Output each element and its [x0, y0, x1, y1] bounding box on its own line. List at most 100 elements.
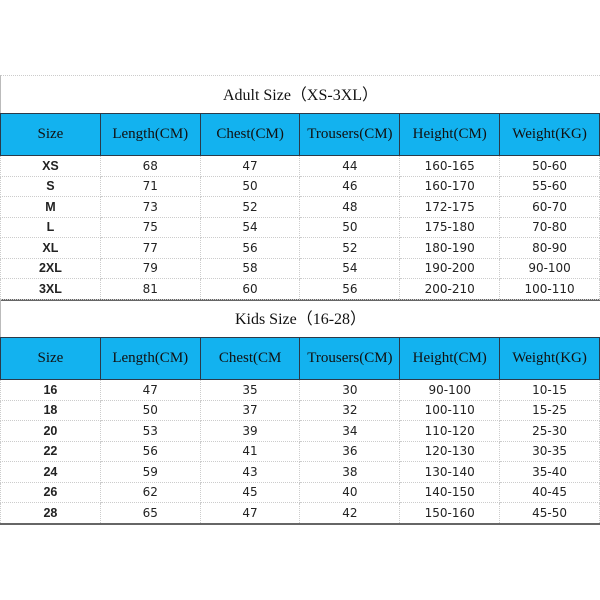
size-cell: 2XL — [0, 257, 101, 279]
size-cell: 22 — [0, 440, 101, 462]
column-header: Weight(KG) — [499, 337, 600, 380]
value-cell: 32 — [299, 399, 401, 421]
value-cell: 68 — [99, 155, 201, 177]
table-row: 2XL 79 58 54 190-200 90-100 — [0, 257, 600, 279]
value-cell: 130-140 — [399, 461, 501, 483]
value-cell: 200-210 — [399, 278, 501, 301]
adult-size-title: Adult Size（XS-3XL） — [0, 75, 600, 113]
value-cell: 47 — [99, 379, 201, 401]
table-row: 26 62 45 40 140-150 40-45 — [0, 481, 600, 503]
table-row: M 73 52 48 172-175 60-70 — [0, 196, 600, 218]
value-cell: 41 — [199, 440, 301, 462]
table-row: XS 68 47 44 160-165 50-60 — [0, 155, 600, 177]
value-cell: 79 — [99, 257, 201, 279]
size-cell: XL — [0, 237, 101, 259]
size-cell: S — [0, 175, 101, 197]
value-cell: 39 — [199, 420, 301, 442]
value-cell: 30-35 — [499, 440, 600, 462]
value-cell: 80-90 — [499, 237, 600, 259]
value-cell: 172-175 — [399, 196, 501, 218]
value-cell: 40 — [299, 481, 401, 503]
value-cell: 48 — [299, 196, 401, 218]
value-cell: 56 — [199, 237, 301, 259]
table-row: XL 77 56 52 180-190 80-90 — [0, 237, 600, 259]
value-cell: 81 — [99, 278, 201, 301]
value-cell: 54 — [299, 257, 401, 279]
table-row: 3XL 81 60 56 200-210 100-110 — [0, 278, 600, 301]
column-header: Length(CM) — [99, 113, 201, 156]
value-cell: 34 — [299, 420, 401, 442]
kids-size-section: Kids Size（16-28） Size Length(CM) Chest(CM T… — [0, 299, 600, 525]
value-cell: 43 — [199, 461, 301, 483]
column-header: Length(CM) — [99, 337, 201, 380]
table-row: S 71 50 46 160-170 55-60 — [0, 175, 600, 197]
value-cell: 60 — [199, 278, 301, 301]
value-cell: 35-40 — [499, 461, 600, 483]
value-cell: 90-100 — [399, 379, 501, 401]
kids-size-table: Size Length(CM) Chest(CM Trousers(CM) Height… — [0, 337, 600, 525]
value-cell: 58 — [199, 257, 301, 279]
size-cell: M — [0, 196, 101, 218]
value-cell: 37 — [199, 399, 301, 421]
value-cell: 52 — [299, 237, 401, 259]
value-cell: 40-45 — [499, 481, 600, 503]
value-cell: 50 — [199, 175, 301, 197]
column-header: Trousers(CM) — [299, 113, 401, 156]
value-cell: 53 — [99, 420, 201, 442]
value-cell: 62 — [99, 481, 201, 503]
value-cell: 77 — [99, 237, 201, 259]
value-cell: 160-170 — [399, 175, 501, 197]
size-cell: 18 — [0, 399, 101, 421]
value-cell: 44 — [299, 155, 401, 177]
table-row: 20 53 39 34 110-120 25-30 — [0, 420, 600, 442]
value-cell: 50-60 — [499, 155, 600, 177]
value-cell: 140-150 — [399, 481, 501, 503]
column-header: Trousers(CM) — [299, 337, 401, 380]
value-cell: 55-60 — [499, 175, 600, 197]
value-cell: 47 — [199, 155, 301, 177]
value-cell: 42 — [299, 502, 401, 525]
column-header: Size — [0, 113, 101, 156]
size-cell: 24 — [0, 461, 101, 483]
value-cell: 190-200 — [399, 257, 501, 279]
table-row: L 75 54 50 175-180 70-80 — [0, 216, 600, 238]
value-cell: 100-110 — [399, 399, 501, 421]
value-cell: 38 — [299, 461, 401, 483]
value-cell: 180-190 — [399, 237, 501, 259]
column-header: Chest(CM — [199, 337, 301, 380]
value-cell: 70-80 — [499, 216, 600, 238]
table-row: 16 47 35 30 90-100 10-15 — [0, 379, 600, 401]
table-row: 18 50 37 32 100-110 15-25 — [0, 399, 600, 421]
table-row: 22 56 41 36 120-130 30-35 — [0, 440, 600, 462]
value-cell: 15-25 — [499, 399, 600, 421]
value-cell: 45-50 — [499, 502, 600, 525]
value-cell: 60-70 — [499, 196, 600, 218]
value-cell: 71 — [99, 175, 201, 197]
column-header: Height(CM) — [399, 113, 501, 156]
size-cell: XS — [0, 155, 101, 177]
size-cell: 20 — [0, 420, 101, 442]
value-cell: 50 — [99, 399, 201, 421]
value-cell: 75 — [99, 216, 201, 238]
adult-size-table: Size Length(CM) Chest(CM) Trousers(CM) Heigh… — [0, 113, 600, 301]
value-cell: 90-100 — [499, 257, 600, 279]
value-cell: 65 — [99, 502, 201, 525]
value-cell: 100-110 — [499, 278, 600, 301]
value-cell: 175-180 — [399, 216, 501, 238]
header-row: Size Length(CM) Chest(CM) Trousers(CM) Heigh… — [0, 113, 600, 156]
kids-size-title: Kids Size（16-28） — [0, 299, 600, 337]
value-cell: 50 — [299, 216, 401, 238]
value-cell: 36 — [299, 440, 401, 462]
adult-size-section: Adult Size（XS-3XL） Size Length(CM) Chest(C… — [0, 75, 600, 301]
value-cell: 73 — [99, 196, 201, 218]
value-cell: 30 — [299, 379, 401, 401]
value-cell: 46 — [299, 175, 401, 197]
value-cell: 35 — [199, 379, 301, 401]
value-cell: 110-120 — [399, 420, 501, 442]
size-cell: 16 — [0, 379, 101, 401]
size-cell: 28 — [0, 502, 101, 525]
size-cell: 3XL — [0, 278, 101, 301]
column-header: Weight(KG) — [499, 113, 600, 156]
column-header: Chest(CM) — [199, 113, 301, 156]
value-cell: 59 — [99, 461, 201, 483]
